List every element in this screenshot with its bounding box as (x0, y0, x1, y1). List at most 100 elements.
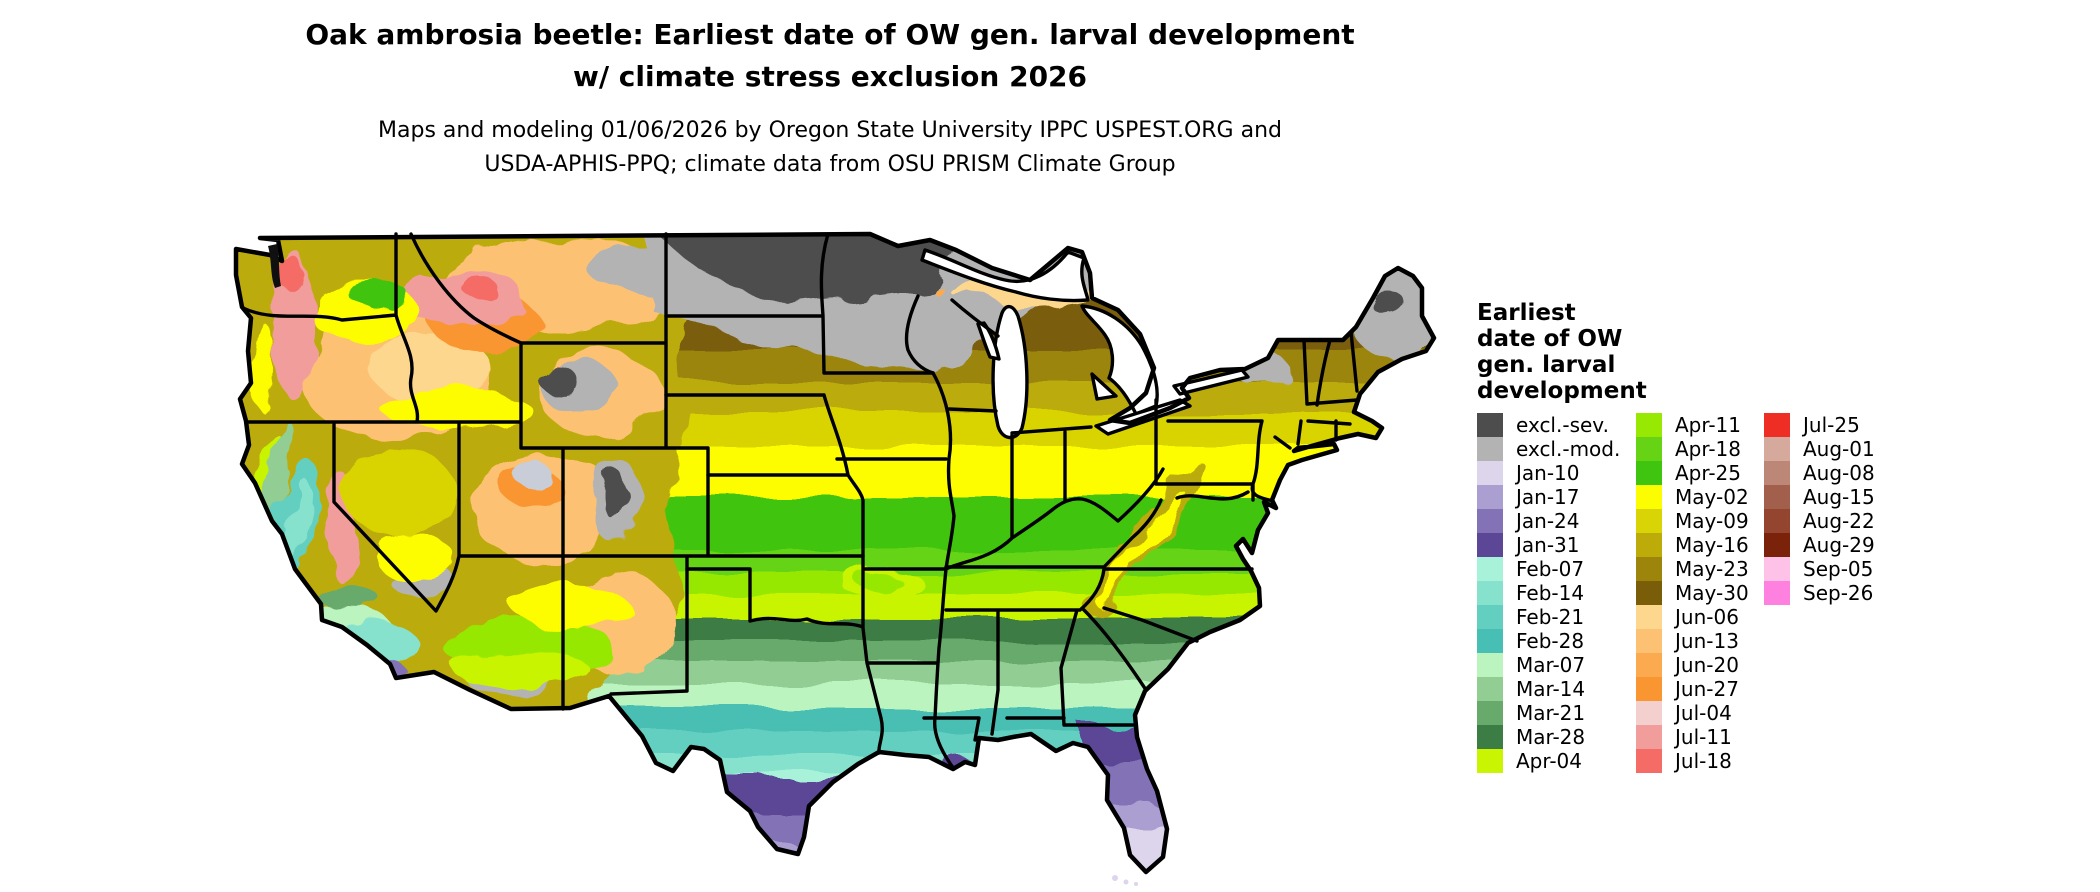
legend-entry: Jul-18 (1636, 749, 1749, 773)
legend-entry: excl.-mod. (1477, 437, 1620, 461)
legend-entry: Jan-24 (1477, 509, 1620, 533)
legend-entry: Feb-07 (1477, 557, 1620, 581)
legend-swatch (1477, 413, 1503, 437)
keys-dot (1112, 875, 1118, 881)
legend-entry-label: Jun-06 (1675, 605, 1739, 629)
legend-entry: Aug-22 (1764, 509, 1875, 533)
keys-dot (1123, 879, 1129, 885)
legend-entry: May-02 (1636, 485, 1749, 509)
legend-swatch (1636, 629, 1662, 653)
legend-swatch (1477, 557, 1503, 581)
legend-entry: Jun-06 (1636, 605, 1749, 629)
legend-swatch (1764, 557, 1790, 581)
legend-entry-label: Mar-14 (1516, 677, 1586, 701)
legend-entry-label: Sep-05 (1803, 557, 1874, 581)
legend-entry-label: May-09 (1675, 509, 1749, 533)
legend-entry: Jun-20 (1636, 653, 1749, 677)
legend-swatch (1764, 413, 1790, 437)
legend-entry-label: May-16 (1675, 533, 1749, 557)
patch-jul-pink (403, 272, 527, 328)
legend-entry: Jan-10 (1477, 461, 1620, 485)
saginaw-bay (1090, 372, 1118, 401)
legend-swatch (1477, 653, 1503, 677)
legend-swatch (1477, 629, 1503, 653)
legend-entry-label: Feb-14 (1516, 581, 1585, 605)
legend-entry-label: Feb-21 (1516, 605, 1585, 629)
legend-swatch (1477, 461, 1503, 485)
patch-tx-jan31 (650, 776, 876, 814)
legend-swatch (1636, 533, 1662, 557)
subtitle-line1: Maps and modeling 01/06/2026 by Oregon S… (378, 118, 1282, 143)
legend-swatch (1477, 677, 1503, 701)
legend-entry-label: Jul-11 (1675, 725, 1732, 749)
state-borders-plains (664, 232, 948, 755)
patch-maine-darkgray (1371, 291, 1405, 315)
legend-swatch (1636, 437, 1662, 461)
map-band (236, 846, 1434, 872)
legend-entry-label: Aug-01 (1803, 437, 1875, 461)
legend-entry: Mar-21 (1477, 701, 1620, 725)
patch-green (350, 284, 410, 308)
legend-entry-label: Feb-28 (1516, 629, 1585, 653)
legend-swatch (1636, 557, 1662, 581)
legend-swatch (1764, 533, 1790, 557)
patch-darkgray (606, 470, 626, 522)
legend-entry-label: Apr-11 (1675, 413, 1741, 437)
legend-swatch (1636, 413, 1662, 437)
legend-title-line: date of OW (1477, 326, 1623, 352)
legend-entry-label: May-23 (1675, 557, 1749, 581)
legend-entry-label: Jul-25 (1803, 413, 1860, 437)
legend-entry-label: Mar-07 (1516, 653, 1586, 677)
patch-dkyellow (345, 448, 455, 538)
legend-entry-label: Jan-17 (1516, 485, 1580, 509)
map-raster (236, 234, 1434, 872)
patch-yellow (254, 323, 274, 413)
legend-entry-label: Aug-15 (1803, 485, 1875, 509)
state-borders-midwest (904, 294, 1165, 571)
patch-jul-red (462, 278, 498, 298)
legend-swatch (1477, 437, 1503, 461)
legend-swatch (1477, 509, 1503, 533)
legend-title-line: Earliest (1477, 300, 1576, 326)
legend-entry: Mar-14 (1477, 677, 1620, 701)
state-borders (241, 232, 1359, 771)
florida-keys (1112, 875, 1138, 886)
lake-huron (1080, 304, 1159, 416)
legend-entry: Aug-29 (1764, 533, 1875, 557)
legend-entry: Aug-08 (1764, 461, 1875, 485)
legend-entry-label: Mar-21 (1516, 701, 1586, 725)
legend-column: Jul-25 Aug-01 Aug-08 Aug-15 Aug-22 Aug-29 Sep-… (1764, 413, 1875, 605)
legend-column: Apr-11 Apr-18 Apr-25 May-02 May-09 May-16 May-… (1636, 413, 1749, 773)
legend-entry-label: Feb-07 (1516, 557, 1585, 581)
patch-up-gray (938, 296, 1006, 328)
legend-swatch (1477, 485, 1503, 509)
legend-swatch (1636, 749, 1662, 773)
legend-entry: Mar-28 (1477, 725, 1620, 749)
legend-entry: Feb-28 (1477, 629, 1620, 653)
legend-title: Earliest date of OW gen. larval developm… (1477, 300, 2097, 404)
patch-tx-jan17 (650, 844, 876, 868)
legend-entry-label: May-30 (1675, 581, 1749, 605)
lake-ontario (1172, 368, 1250, 396)
legend-entry-label: Jun-13 (1675, 629, 1739, 653)
legend-entry-label: Apr-25 (1675, 461, 1741, 485)
legend-swatch (1477, 581, 1503, 605)
keys-dot (1134, 882, 1138, 886)
patch-jun-light (370, 333, 490, 403)
legend-entry: May-30 (1636, 581, 1749, 605)
legend-entry: Sep-26 (1764, 581, 1875, 605)
legend-swatch (1636, 581, 1662, 605)
legend-swatch (1764, 485, 1790, 509)
legend-entry: Jul-25 (1764, 413, 1875, 437)
great-salt-lake (515, 459, 549, 489)
patch-duluth-orange (930, 284, 942, 292)
legend-entry: Jul-04 (1636, 701, 1749, 725)
legend-entry: Feb-21 (1477, 605, 1620, 629)
patch-fl-jan24 (1082, 764, 1180, 802)
legend-entry: Feb-14 (1477, 581, 1620, 605)
legend-entry-label: Aug-29 (1803, 533, 1875, 557)
legend-entry-label: Jun-20 (1675, 653, 1739, 677)
legend-swatch (1764, 509, 1790, 533)
header: Oak ambrosia beetle: Earliest date of OW… (0, 14, 1660, 182)
legend-swatch (1636, 701, 1662, 725)
